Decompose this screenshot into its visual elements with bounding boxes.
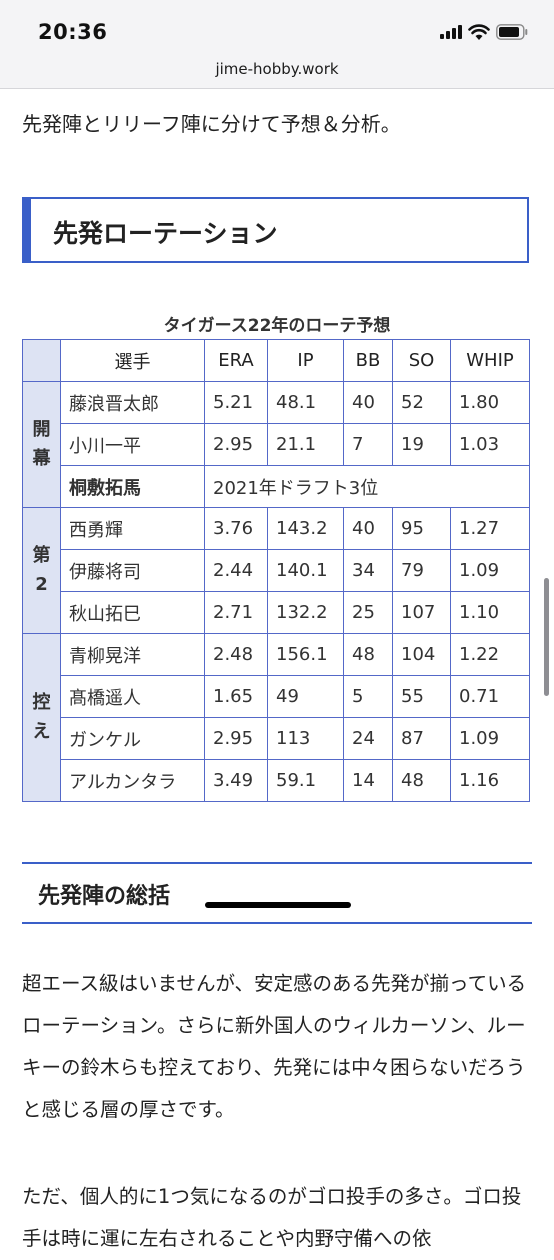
- stat-ip: 132.2: [267, 591, 344, 634]
- stat-so: 87: [392, 717, 451, 760]
- player-name: 西勇輝: [60, 507, 205, 550]
- stat-bb: 34: [343, 549, 393, 592]
- stat-whip: 1.09: [450, 549, 530, 592]
- wifi-icon: [468, 24, 490, 40]
- player-name: ガンケル: [60, 717, 205, 760]
- status-bar: 20:36: [0, 0, 554, 56]
- player-name: 小川一平: [60, 423, 205, 466]
- player-name: 伊藤将司: [60, 549, 205, 592]
- stat-ip: 48.1: [267, 381, 344, 424]
- header-whip: WHIP: [450, 339, 530, 382]
- stat-bb: 5: [343, 675, 393, 718]
- stat-so: 19: [392, 423, 451, 466]
- scrollbar-thumb[interactable]: [544, 578, 549, 696]
- header-bb: BB: [343, 339, 393, 382]
- player-name: 青柳晃洋: [60, 633, 205, 676]
- stat-whip: 1.03: [450, 423, 530, 466]
- table-row: 髙橋遥人 1.65 49 5 55 0.71: [23, 675, 530, 718]
- table-row: 開幕 藤浪晋太郎 5.21 48.1 40 52 1.80: [22, 381, 530, 508]
- table-header-row: 選手 ERA IP BB SO WHIP: [22, 339, 530, 382]
- summary-paragraph: 超エース級はいませんが、安定感のある先発が揃っているローテーション。さらに新外国…: [22, 972, 527, 1121]
- section-heading: 先発ローテーション: [22, 197, 529, 263]
- stat-so: 79: [392, 549, 451, 592]
- address-bar[interactable]: jime-hobby.work: [0, 56, 554, 89]
- stat-whip: 1.10: [450, 591, 530, 634]
- stat-bb: 25: [343, 591, 393, 634]
- stat-era: 2.95: [204, 423, 268, 466]
- player-name: 髙橋遥人: [60, 675, 205, 718]
- stat-whip: 0.71: [450, 675, 530, 718]
- stat-whip: 1.80: [450, 381, 530, 424]
- stat-ip: 49: [267, 675, 344, 718]
- stat-ip: 113: [267, 717, 344, 760]
- header-player: 選手: [60, 339, 205, 382]
- status-time: 20:36: [38, 20, 108, 44]
- table-row: ガンケル 2.95 113 24 87 1.09: [23, 717, 530, 760]
- stat-bb: 40: [343, 507, 393, 550]
- stat-whip: 1.22: [450, 633, 530, 676]
- subsection-title: 先発陣の総括: [38, 884, 171, 909]
- stat-bb: 24: [343, 717, 393, 760]
- player-name: 秋山拓巳: [60, 591, 205, 634]
- stat-whip: 1.16: [450, 759, 530, 802]
- table-row: 桐敷拓馬 2021年ドラフト3位: [23, 465, 530, 508]
- stat-whip: 1.09: [450, 717, 530, 760]
- stat-so: 107: [392, 591, 451, 634]
- stat-so: 52: [392, 381, 451, 424]
- subsection-heading: 先発陣の総括: [22, 862, 532, 924]
- table-row: 伊藤将司 2.44 140.1 34 79 1.09: [23, 549, 530, 592]
- table-row: 秋山拓巳 2.71 132.2 25 107 1.10: [23, 591, 530, 634]
- stat-era: 3.76: [204, 507, 268, 550]
- stat-so: 104: [392, 633, 451, 676]
- stat-bb: 40: [343, 381, 393, 424]
- table-row: アルカンタラ 3.49 59.1 14 48 1.16: [23, 759, 530, 802]
- header-era: ERA: [204, 339, 268, 382]
- stat-era: 5.21: [204, 381, 268, 424]
- player-name: アルカンタラ: [60, 759, 205, 802]
- stat-bb: 7: [343, 423, 393, 466]
- stat-ip: 156.1: [267, 633, 344, 676]
- stat-era: 3.49: [204, 759, 268, 802]
- header-so: SO: [392, 339, 451, 382]
- stat-era: 2.71: [204, 591, 268, 634]
- header-ip: IP: [267, 339, 344, 382]
- group-label-reserve: 控え: [22, 633, 61, 802]
- stat-era: 2.44: [204, 549, 268, 592]
- player-name: 桐敷拓馬: [60, 465, 205, 508]
- stat-so: 48: [392, 759, 451, 802]
- stat-bb: 48: [343, 633, 393, 676]
- stat-so: 55: [392, 675, 451, 718]
- header-blank: [22, 339, 61, 382]
- battery-icon: [496, 24, 528, 40]
- player-note: 2021年ドラフト3位: [204, 465, 530, 508]
- stat-era: 1.65: [204, 675, 268, 718]
- url-text[interactable]: jime-hobby.work: [215, 60, 339, 78]
- stat-era: 2.48: [204, 633, 268, 676]
- stat-era: 2.95: [204, 717, 268, 760]
- stat-ip: 143.2: [267, 507, 344, 550]
- table-row: 控え 青柳晃洋 2.48 156.1 48 104 1.22: [22, 633, 530, 802]
- stat-whip: 1.27: [450, 507, 530, 550]
- group-label-opening: 開幕: [22, 381, 61, 508]
- rotation-table: 選手 ERA IP BB SO WHIP 開幕 藤浪晋太郎 5.21 48.1 …: [22, 339, 530, 802]
- player-name: 藤浪晋太郎: [60, 381, 205, 424]
- concern-paragraph: ただ、個人的に1つ気になるのがゴロ投手の多さ。ゴロ投手は時に運に左右されることや…: [22, 1185, 522, 1250]
- section-title: 先発ローテーション: [53, 219, 278, 248]
- table-caption: タイガース22年のローテ予想: [163, 316, 391, 336]
- stat-ip: 59.1: [267, 759, 344, 802]
- stat-bb: 14: [343, 759, 393, 802]
- stat-ip: 140.1: [267, 549, 344, 592]
- intro-text: 先発陣とリリーフ陣に分けて予想＆分析。: [22, 112, 401, 136]
- table-row: 小川一平 2.95 21.1 7 19 1.03: [23, 423, 530, 466]
- home-indicator[interactable]: [205, 902, 351, 908]
- stat-ip: 21.1: [267, 423, 344, 466]
- stat-so: 95: [392, 507, 451, 550]
- cellular-signal-icon: [440, 25, 462, 39]
